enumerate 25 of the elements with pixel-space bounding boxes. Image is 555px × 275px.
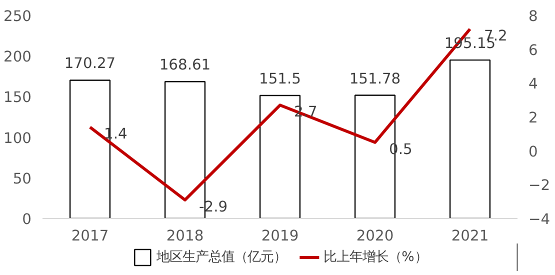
legend-label: 比上年增长（%）: [324, 248, 428, 266]
x-tick-label: 2021: [451, 228, 489, 244]
data-label: 151.5: [259, 70, 301, 88]
y-tick-label: 0: [22, 211, 32, 228]
x-tick-label: 2019: [261, 228, 299, 244]
y2-tick-label: 0: [528, 143, 538, 160]
y-tick-label: 100: [4, 130, 32, 147]
y2-tick-label: 6: [528, 42, 538, 59]
y-tick-label: 250: [4, 8, 32, 25]
y-tick-label: 50: [12, 170, 32, 188]
y-tick-label: 200: [4, 48, 32, 66]
y2-tick-label: 8: [528, 8, 538, 25]
y-tick-label: 150: [4, 89, 32, 106]
data-label: 168.61: [159, 56, 211, 74]
y2-tick-label: −4: [528, 211, 550, 228]
y2-tick-label: 4: [528, 76, 538, 93]
bar: [449, 59, 491, 218]
x-tick-label: 2020: [356, 228, 394, 244]
x-tick-label: 2018: [166, 228, 204, 244]
y2-tick-label: 2: [528, 110, 538, 126]
x-tick-label: 2017: [71, 228, 109, 244]
data-label: 170.27: [64, 55, 116, 72]
data-label: 151.78: [349, 70, 401, 88]
y2-tick-label: −2: [528, 177, 550, 194]
legend-label: 地区生产总值（亿元）: [156, 248, 287, 266]
